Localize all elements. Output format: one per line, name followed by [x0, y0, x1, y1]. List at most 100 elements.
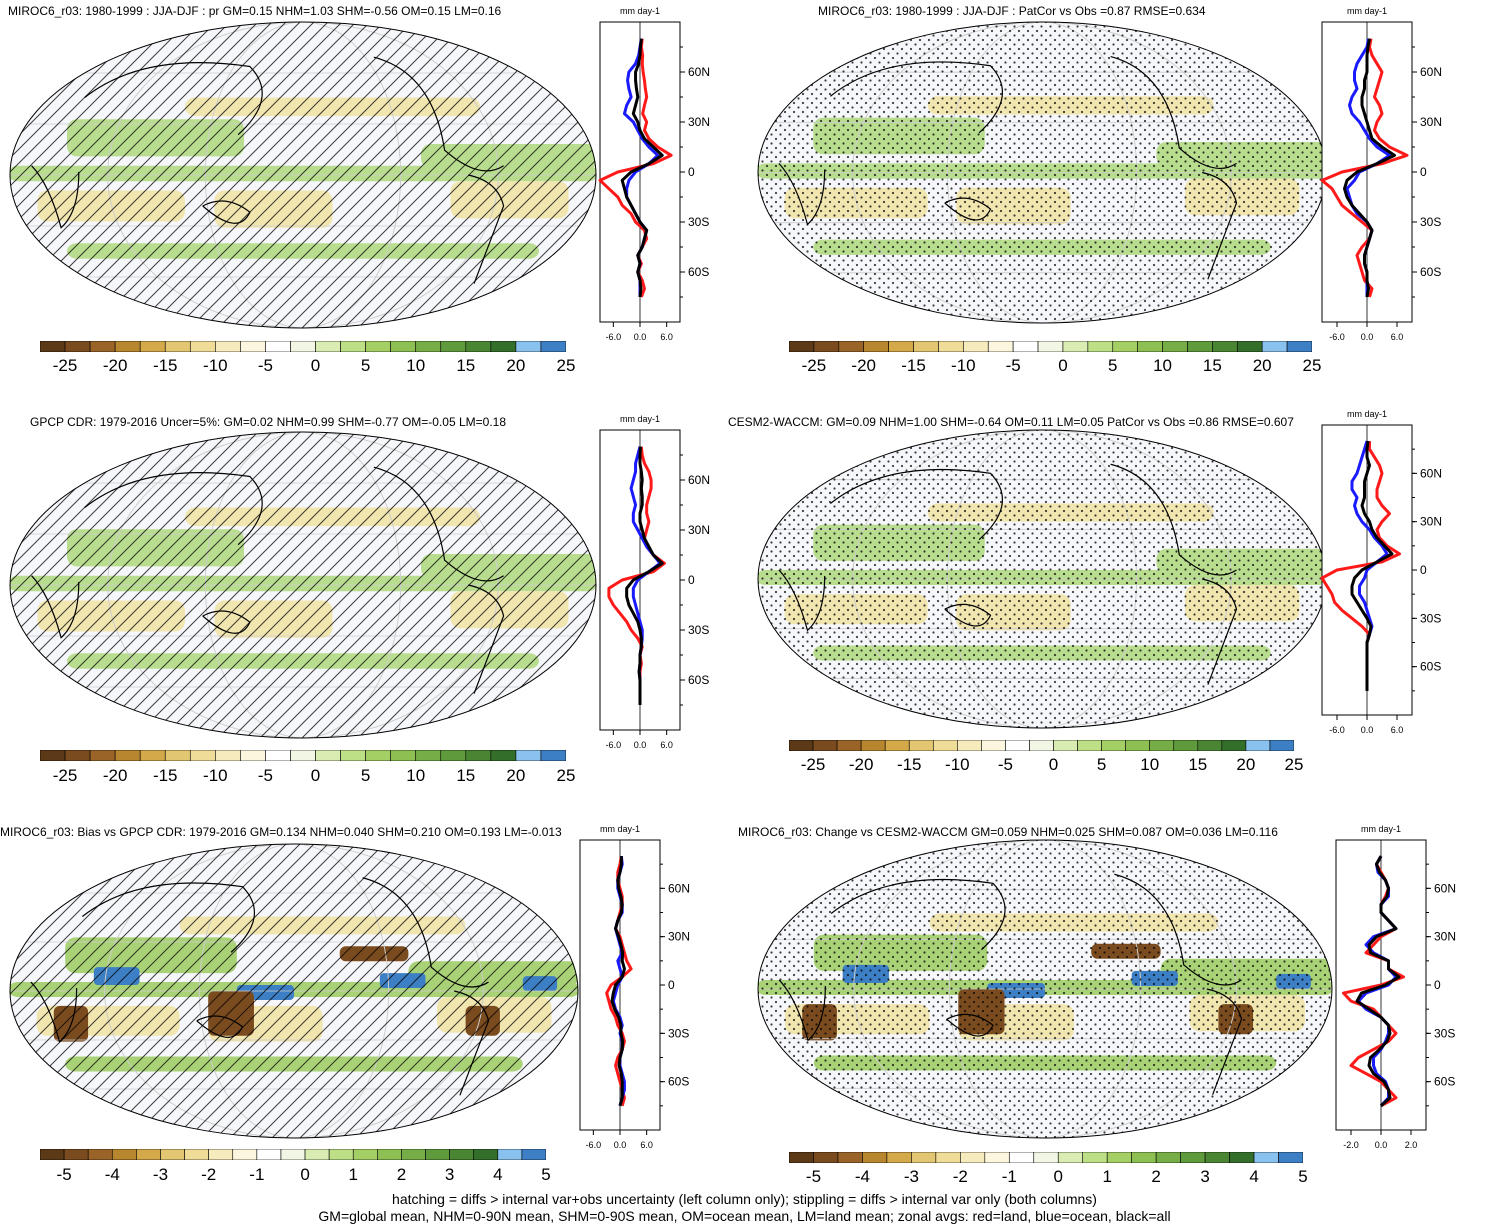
colorbar-swatch [1269, 740, 1294, 751]
colorbar-swatch [863, 341, 889, 352]
colorbar-swatch [89, 750, 116, 761]
zonal-unit-label: mm day-1 [1361, 824, 1401, 834]
zonal-x-tick: 0.0 [1361, 725, 1374, 735]
colorbar-tick-label: 5 [541, 1165, 551, 1184]
colorbar-tick-label: -20 [851, 356, 876, 375]
zonal-x-tick: -6.0 [586, 1140, 602, 1150]
colorbar-swatch [1033, 1152, 1059, 1163]
map-plot [9, 21, 597, 329]
colorbar-swatch [1005, 740, 1030, 751]
colorbar-tick-label: 2 [1151, 1167, 1161, 1186]
colorbar-tick-label: -5 [805, 1167, 822, 1186]
zonal-unit-label: mm day-1 [1347, 6, 1387, 16]
colorbar-swatch [189, 341, 216, 352]
colorbar-swatch [913, 341, 939, 352]
colorbar-labels: -25 -20 -15 -10 -5 0 5 10 15 20 25 [789, 356, 1322, 376]
colorbar-tick-label: 5 [360, 766, 371, 785]
colorbar-tick-label: -1 [249, 1165, 265, 1184]
colorbar-swatch [328, 1149, 354, 1160]
colorbar-tick-label: 15 [1188, 755, 1208, 774]
colorbar-tick-label: -10 [203, 356, 228, 375]
zonal-x-tick: 6.0 [660, 740, 673, 750]
colorbar-swatch [1029, 740, 1054, 751]
zonal-lat-tick: 0 [668, 978, 675, 992]
colorbar-swatch [1286, 341, 1312, 352]
colorbar-swatch [340, 341, 366, 352]
colorbar-swatch [465, 341, 492, 352]
colorbar-swatch [1221, 740, 1247, 751]
zonal-series-all [625, 446, 664, 705]
colorbar-swatch [838, 341, 865, 352]
colorbar-tick-label: 0 [300, 1165, 310, 1184]
colorbar-swatch [1162, 341, 1188, 352]
colorbar-tick-label: 10 [1153, 356, 1173, 375]
zonal-series-all [1343, 38, 1396, 298]
colorbar-labels: -5 -4 -3 -2 -1 0 1 2 3 4 5 [40, 1165, 551, 1185]
colorbar-swatch [812, 740, 838, 751]
colorbar-swatch [465, 750, 492, 761]
colorbar-tick-label: 3 [444, 1165, 455, 1184]
panel-title: MIROC6_r03: Bias vs GPCP CDR: 1979-2016 … [0, 825, 562, 839]
zonal-lat-tick: 0 [1420, 165, 1427, 179]
colorbar-tick-label: 0 [1053, 1167, 1063, 1186]
colorbar-tick-label: -25 [52, 766, 78, 785]
colorbar-swatch [425, 1149, 450, 1160]
colorbar-tick-label: -3 [903, 1167, 919, 1186]
zonal-series-all [1355, 855, 1401, 1107]
colorbar-tick-label: -5 [56, 1165, 72, 1184]
colorbar-swatch [232, 1149, 258, 1160]
zonal-x-tick: -6.0 [1329, 332, 1345, 342]
colorbar-swatch [1062, 341, 1089, 352]
colorbar-swatch [315, 750, 341, 761]
colorbar [40, 341, 566, 352]
colorbar-tick-label: -15 [896, 755, 922, 774]
zonal-mean-plot: mm day-1 60N 30N 0 30S 60S -2.0 0.0 2.0 [1335, 824, 1456, 1150]
zonal-lat-tick: 0 [688, 573, 695, 587]
colorbar-swatch [932, 740, 958, 751]
zonal-lat-tick: 0 [688, 165, 695, 179]
colorbar-swatch [184, 1149, 209, 1160]
panel-title: MIROC6_r03: Change vs CESM2-WACCM GM=0.0… [738, 825, 1278, 839]
zonal-x-tick: -6.0 [1329, 725, 1345, 735]
colorbar-tick-label: -10 [203, 766, 228, 785]
colorbar-tick-label: -25 [52, 356, 78, 375]
colorbar-tick-label: -25 [800, 755, 826, 774]
colorbar-tick-label: 20 [1236, 755, 1256, 774]
colorbar-swatch [415, 750, 442, 761]
zonal-lat-tick: 60S [1420, 660, 1441, 674]
zonal-series-land [1320, 38, 1409, 298]
colorbar-tick-label: -15 [152, 766, 178, 785]
colorbar-swatch [240, 750, 266, 761]
colorbar-swatch [884, 740, 910, 751]
colorbar-tick-label: 10 [406, 766, 426, 785]
colorbar-swatch [401, 1149, 426, 1160]
colorbar-swatch [40, 750, 66, 761]
colorbar-tick-label: -20 [848, 755, 874, 774]
colorbar-labels: -5 -4 -3 -2 -1 0 1 2 3 4 5 [789, 1167, 1308, 1187]
zonal-lat-tick: 60N [688, 473, 710, 487]
colorbar-swatch [1077, 740, 1102, 751]
colorbar-swatch [490, 341, 517, 352]
colorbar-tick-label: 10 [406, 356, 426, 375]
zonal-lat-tick: 30N [688, 115, 710, 129]
colorbar-tick-label: 20 [506, 766, 526, 785]
colorbar-swatch [981, 740, 1006, 751]
colorbar-swatch [888, 341, 914, 352]
zonal-lat-tick: 60N [668, 881, 690, 895]
zonal-mean-plot: mm day-1 60N 30N 0 30S 60S -6.0 0.0 6.0 [599, 414, 710, 750]
colorbar-swatch [139, 750, 166, 761]
zonal-lat-tick: 60N [688, 65, 710, 79]
colorbar-swatch [789, 740, 814, 751]
colorbar [789, 341, 1312, 352]
zonal-lat-tick: 30S [688, 623, 709, 637]
zonal-series-all [620, 38, 664, 298]
colorbar-tick-label: 25 [1302, 356, 1322, 375]
colorbar-swatch [862, 1152, 888, 1163]
colorbar-swatch [984, 1152, 1010, 1163]
zonal-lat-tick: 60S [688, 265, 709, 279]
colorbar-tick-label: 0 [310, 766, 321, 785]
colorbar-swatch [215, 341, 241, 352]
colorbar-tick-label: -15 [901, 356, 926, 375]
colorbar-tick-label: -1 [1001, 1167, 1017, 1186]
colorbar-swatch [64, 341, 91, 352]
